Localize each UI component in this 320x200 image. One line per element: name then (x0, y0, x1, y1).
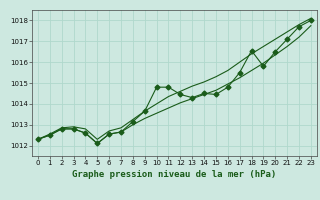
X-axis label: Graphe pression niveau de la mer (hPa): Graphe pression niveau de la mer (hPa) (72, 170, 276, 179)
